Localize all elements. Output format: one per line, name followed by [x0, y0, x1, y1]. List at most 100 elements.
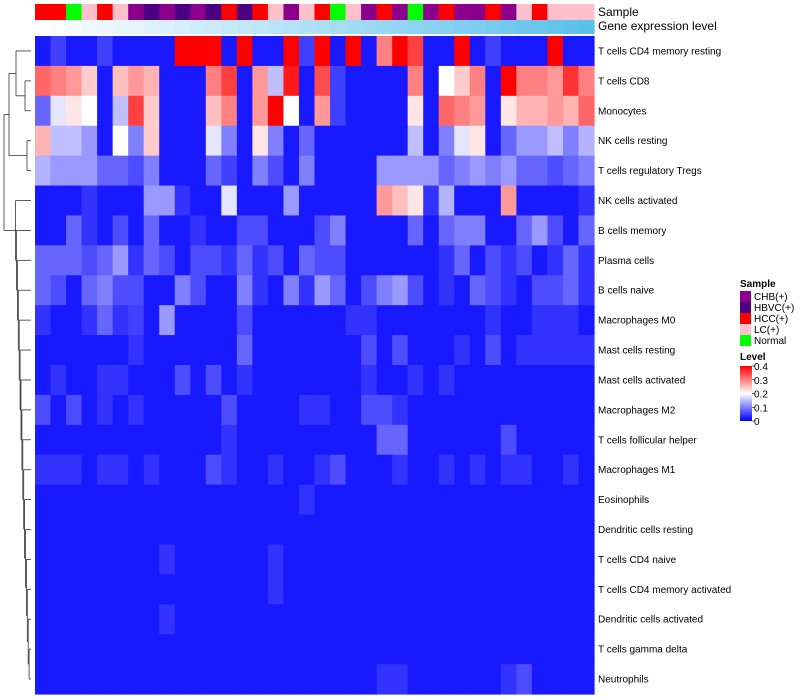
- heatmap-cell: [97, 185, 114, 217]
- heatmap-cell: [361, 36, 378, 67]
- heatmap-cell: [128, 664, 145, 695]
- heatmap-cell: [423, 424, 440, 456]
- heatmap-cell: [50, 36, 67, 67]
- heatmap-cell: [485, 36, 502, 67]
- heatmap-cell: [81, 155, 98, 187]
- heatmap-cell: [66, 604, 83, 635]
- heatmap-cell: [438, 95, 455, 127]
- heatmap-cell: [205, 275, 222, 306]
- heatmap-cell: [174, 394, 191, 426]
- heatmap-cell: [469, 275, 486, 306]
- heatmap-cell: [500, 305, 517, 336]
- heatmap-cell: [500, 394, 517, 426]
- heatmap-cell: [35, 125, 52, 157]
- heatmap-cell: [112, 514, 129, 546]
- heatmap-cell: [267, 514, 285, 546]
- heatmap-cell: [438, 574, 455, 605]
- heatmap-cell: [330, 125, 347, 157]
- heatmap-cell: [50, 634, 67, 665]
- heatmap-cell: [205, 155, 222, 187]
- heatmap-cell: [531, 185, 549, 217]
- heatmap-cell: [454, 275, 471, 306]
- heatmap-cell: [562, 365, 580, 396]
- heatmap-cell: [578, 155, 595, 187]
- gene-expression-annotation-cell: [298, 20, 316, 34]
- heatmap-cell: [562, 454, 580, 486]
- heatmap-cell: [205, 185, 222, 217]
- sample-legend-label: CHB(+): [754, 292, 788, 303]
- heatmap-cell: [221, 245, 238, 276]
- heatmap-cell: [330, 305, 347, 336]
- heatmap-cell: [345, 36, 362, 67]
- sample-legend-swatch: [740, 335, 751, 346]
- heatmap-cell: [376, 454, 393, 486]
- heatmap-cell: [345, 574, 362, 605]
- sample-annotation-bar: [35, 4, 595, 20]
- heatmap-cell: [407, 604, 424, 635]
- row-label: Macrophages M1: [598, 465, 676, 476]
- heatmap-cell: [547, 215, 564, 246]
- heatmap-cell: [376, 215, 393, 246]
- heatmap-cell: [454, 544, 471, 575]
- heatmap-cell: [159, 394, 176, 426]
- heatmap-cell: [267, 454, 285, 486]
- heatmap-cell: [112, 185, 129, 217]
- heatmap-cell: [50, 65, 67, 97]
- heatmap-cell: [454, 424, 471, 456]
- heatmap-cell: [314, 215, 331, 246]
- heatmap-cell: [298, 664, 316, 695]
- sample-annotation-cell: [469, 4, 486, 20]
- heatmap-cell: [392, 335, 409, 366]
- sample-annotation-cell: [174, 4, 191, 20]
- sample-annotation-cell: [578, 4, 595, 20]
- heatmap-cell: [35, 604, 52, 635]
- heatmap-cell: [469, 634, 486, 665]
- heatmap-cell: [221, 155, 238, 187]
- heatmap-cell: [392, 275, 409, 306]
- heatmap-cell: [345, 544, 362, 575]
- heatmap-cell: [298, 394, 316, 426]
- sample-annotation-cell: [438, 4, 455, 20]
- heatmap-cell: [531, 275, 549, 306]
- sample-legend-label: Normal: [754, 336, 786, 347]
- heatmap-cell: [112, 664, 129, 695]
- heatmap-cell: [97, 604, 114, 635]
- heatmap-cell: [205, 95, 222, 127]
- sample-legend-swatch: [740, 313, 751, 324]
- heatmap-cell: [267, 664, 285, 695]
- heatmap-cell: [283, 634, 300, 665]
- heatmap-cell: [128, 155, 145, 187]
- heatmap-cell: [221, 424, 238, 456]
- heatmap-cell: [190, 185, 207, 217]
- heatmap-cell: [376, 65, 393, 97]
- heatmap-cell: [35, 36, 52, 67]
- heatmap-cell: [298, 604, 316, 635]
- heatmap-cell: [128, 36, 145, 67]
- heatmap-cell: [438, 125, 455, 157]
- heatmap-cell: [392, 454, 409, 486]
- heatmap-cell: [66, 185, 83, 217]
- heatmap-cell: [205, 424, 222, 456]
- heatmap-cell: [547, 36, 564, 67]
- heatmap-cell: [485, 155, 502, 187]
- heatmap-cell: [500, 275, 517, 306]
- heatmap-cell: [516, 365, 533, 396]
- row-label: T cells follicular helper: [598, 435, 697, 446]
- heatmap-cell: [267, 544, 285, 575]
- heatmap-cell: [392, 215, 409, 246]
- gene-expression-annotation-cell: [159, 20, 176, 34]
- heatmap-cell: [190, 245, 207, 276]
- heatmap-cell: [454, 604, 471, 635]
- heatmap-cell: [547, 185, 564, 217]
- heatmap-cell: [252, 454, 269, 486]
- heatmap-cell: [562, 65, 580, 97]
- heatmap-cell: [547, 454, 564, 486]
- heatmap-cell: [407, 36, 424, 67]
- heatmap-cell: [423, 275, 440, 306]
- heatmap-cell: [143, 544, 160, 575]
- heatmap-cell: [252, 275, 269, 306]
- row-label: Macrophages M2: [598, 405, 676, 416]
- heatmap-cell: [159, 65, 176, 97]
- heatmap-cell: [190, 95, 207, 127]
- heatmap-cell: [283, 664, 300, 695]
